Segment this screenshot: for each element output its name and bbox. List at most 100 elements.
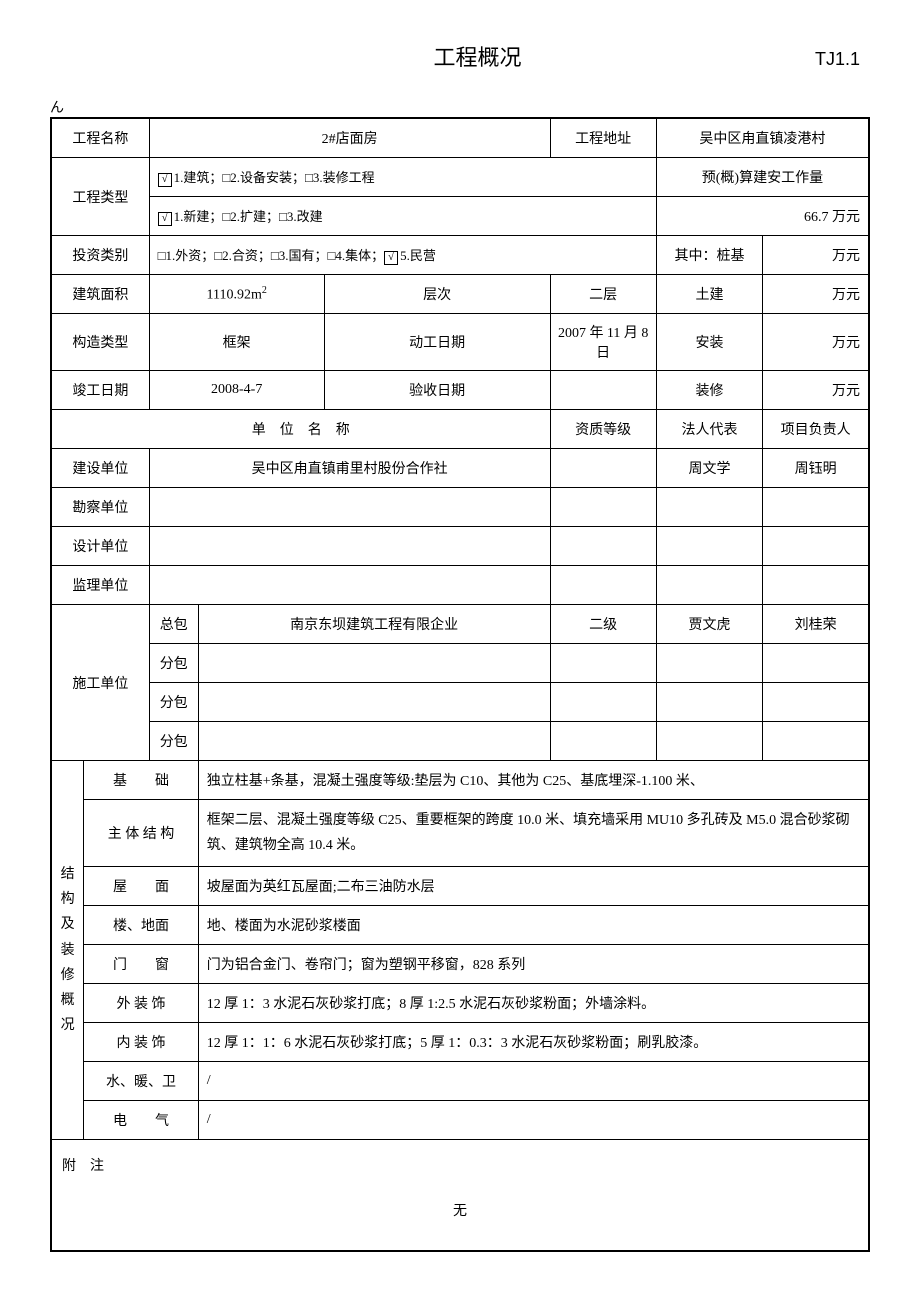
table-row: 监理单位 [51,566,869,605]
supervision-legal [656,566,762,605]
accept-date-label: 验收日期 [324,371,550,410]
table-row: 屋 面 坡屋面为英红瓦屋面;二布三油防水层 [51,867,869,906]
project-address-label: 工程地址 [550,118,656,158]
construction-leader: 周钰明 [763,449,869,488]
qualification-label: 资质等级 [550,410,656,449]
investment-label: 投资类别 [51,236,149,275]
table-row: √1.新建；□2.扩建；□3.改建 66.7 万元 [51,197,869,236]
project-address-value: 吴中区甪直镇凌港村 [656,118,869,158]
sub-qualification-2 [550,683,656,722]
sub-qualification-3 [550,722,656,761]
page-title: 工程概况 [140,40,815,72]
project-table: 工程名称 2#店面房 工程地址 吴中区甪直镇凌港村 工程类型 √1.建筑；□2.… [50,117,870,1252]
sub-legal-3 [656,722,762,761]
roof-text: 坡屋面为英红瓦屋面;二布三油防水层 [198,867,869,906]
design-qualification [550,527,656,566]
pile-label: 其中：桩基 [656,236,762,275]
project-name-value: 2#店面房 [149,118,550,158]
project-name-label: 工程名称 [51,118,149,158]
ground-label: 楼、地面 [84,906,199,945]
table-row: 单 位 名 称 资质等级 法人代表 项目负责人 [51,410,869,449]
unit-name-label: 单 位 名 称 [51,410,550,449]
design-legal [656,527,762,566]
completion-label: 竣工日期 [51,371,149,410]
survey-legal [656,488,762,527]
table-row: 主 体 结 构 框架二层、混凝土强度等级 C25、重要框架的跨度 10.0 米、… [51,800,869,867]
foundation-text: 独立柱基+条基，混凝土强度等级:垫层为 C10、其他为 C25、基底埋深-1.1… [198,761,869,800]
checkbox-icon: √ [158,212,172,226]
table-row: 外 装 饰 12 厚 1：3 水泥石灰砂浆打底；8 厚 1:2.5 水泥石灰砂浆… [51,984,869,1023]
roof-label: 屋 面 [84,867,199,906]
supervision-leader [763,566,869,605]
notes-label: 附 注 [52,1140,868,1180]
sub-legal-2 [656,683,762,722]
structure-overview-label: 结构及装修概况 [51,761,84,1140]
survey-leader [763,488,869,527]
table-row: 工程类型 √1.建筑；□2.设备安装；□3.装修工程 预(概)算建安工作量 [51,158,869,197]
sub-legal-1 [656,644,762,683]
sub-leader-3 [763,722,869,761]
table-row: 楼、地面 地、楼面为水泥砂浆楼面 [51,906,869,945]
table-row: 分包 [51,683,869,722]
table-row: 设计单位 [51,527,869,566]
sub-label-2: 分包 [149,683,198,722]
door-label: 门 窗 [84,945,199,984]
accept-date-value [550,371,656,410]
decoration-label: 装修 [656,371,762,410]
checkbox-icon: √ [158,173,172,187]
general-legal: 贾文虎 [656,605,762,644]
door-text: 门为铝合金门、卷帘门；窗为塑钢平移窗，828 系列 [198,945,869,984]
start-date-label: 动工日期 [324,314,550,371]
project-leader-label: 项目负责人 [763,410,869,449]
sub-value-1 [198,644,550,683]
table-row: 分包 [51,722,869,761]
legal-rep-label: 法人代表 [656,410,762,449]
project-type-2: √1.新建；□2.扩建；□3.改建 [149,197,656,236]
design-unit-value [149,527,550,566]
budget-value: 66.7 万元 [656,197,869,236]
general-qualification: 二级 [550,605,656,644]
general-value: 南京东坝建筑工程有限企业 [198,605,550,644]
table-row: 投资类别 □1.外资；□2.合资；□3.国有；□4.集体；√5.民营 其中：桩基… [51,236,869,275]
pile-value: 万元 [763,236,869,275]
budget-label: 预(概)算建安工作量 [656,158,869,197]
design-leader [763,527,869,566]
table-row: 水、暖、卫 / [51,1062,869,1101]
install-label: 安装 [656,314,762,371]
civil-label: 土建 [656,275,762,314]
page-code: TJ1.1 [815,49,860,70]
sub-leader-2 [763,683,869,722]
area-label: 建筑面积 [51,275,149,314]
decoration-value: 万元 [763,371,869,410]
table-row: 建设单位 吴中区甪直镇甫里村股份合作社 周文学 周钰明 [51,449,869,488]
survey-unit-label: 勘察单位 [51,488,149,527]
plumbing-text: / [198,1062,869,1101]
survey-unit-value [149,488,550,527]
supervision-unit-value [149,566,550,605]
structure-type-label: 构造类型 [51,314,149,371]
table-row: 勘察单位 [51,488,869,527]
main-structure-label: 主 体 结 构 [84,800,199,867]
plumbing-label: 水、暖、卫 [84,1062,199,1101]
foundation-label: 基 础 [84,761,199,800]
table-row: 构造类型 框架 动工日期 2007 年 11 月 8 日 安装 万元 [51,314,869,371]
table-row: 内 装 饰 12 厚 1：1：6 水泥石灰砂浆打底；5 厚 1：0.3：3 水泥… [51,1023,869,1062]
supervision-unit-label: 监理单位 [51,566,149,605]
page-header: 工程概况 TJ1.1 [50,40,870,72]
sub-leader-1 [763,644,869,683]
survey-qualification [550,488,656,527]
main-structure-text: 框架二层、混凝土强度等级 C25、重要框架的跨度 10.0 米、填充墙采用 MU… [198,800,869,867]
electric-label: 电 气 [84,1101,199,1140]
exterior-text: 12 厚 1：3 水泥石灰砂浆打底；8 厚 1:2.5 水泥石灰砂浆粉面；外墙涂… [198,984,869,1023]
table-row: 结构及装修概况 基 础 独立柱基+条基，混凝土强度等级:垫层为 C10、其他为 … [51,761,869,800]
table-row: 竣工日期 2008-4-7 验收日期 装修 万元 [51,371,869,410]
table-row: 门 窗 门为铝合金门、卷帘门；窗为塑钢平移窗，828 系列 [51,945,869,984]
ground-text: 地、楼面为水泥砂浆楼面 [198,906,869,945]
investment-options: □1.外资；□2.合资；□3.国有；□4.集体；√5.民营 [149,236,656,275]
civil-value: 万元 [763,275,869,314]
table-row: 建筑面积 1110.92m2 层次 二层 土建 万元 [51,275,869,314]
area-value: 1110.92m2 [149,275,324,314]
project-type-1: √1.建筑；□2.设备安装；□3.装修工程 [149,158,656,197]
sub-value-2 [198,683,550,722]
footer-text: 无 [52,1180,868,1250]
